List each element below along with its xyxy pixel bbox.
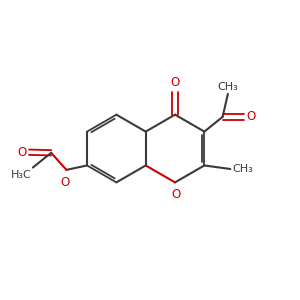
Text: O: O — [17, 146, 27, 159]
Text: O: O — [246, 110, 255, 123]
Text: O: O — [60, 176, 70, 189]
Text: H₃C: H₃C — [11, 170, 32, 181]
Text: O: O — [171, 188, 180, 201]
Text: O: O — [170, 76, 180, 89]
Text: CH₃: CH₃ — [232, 164, 254, 174]
Text: CH₃: CH₃ — [218, 82, 238, 92]
